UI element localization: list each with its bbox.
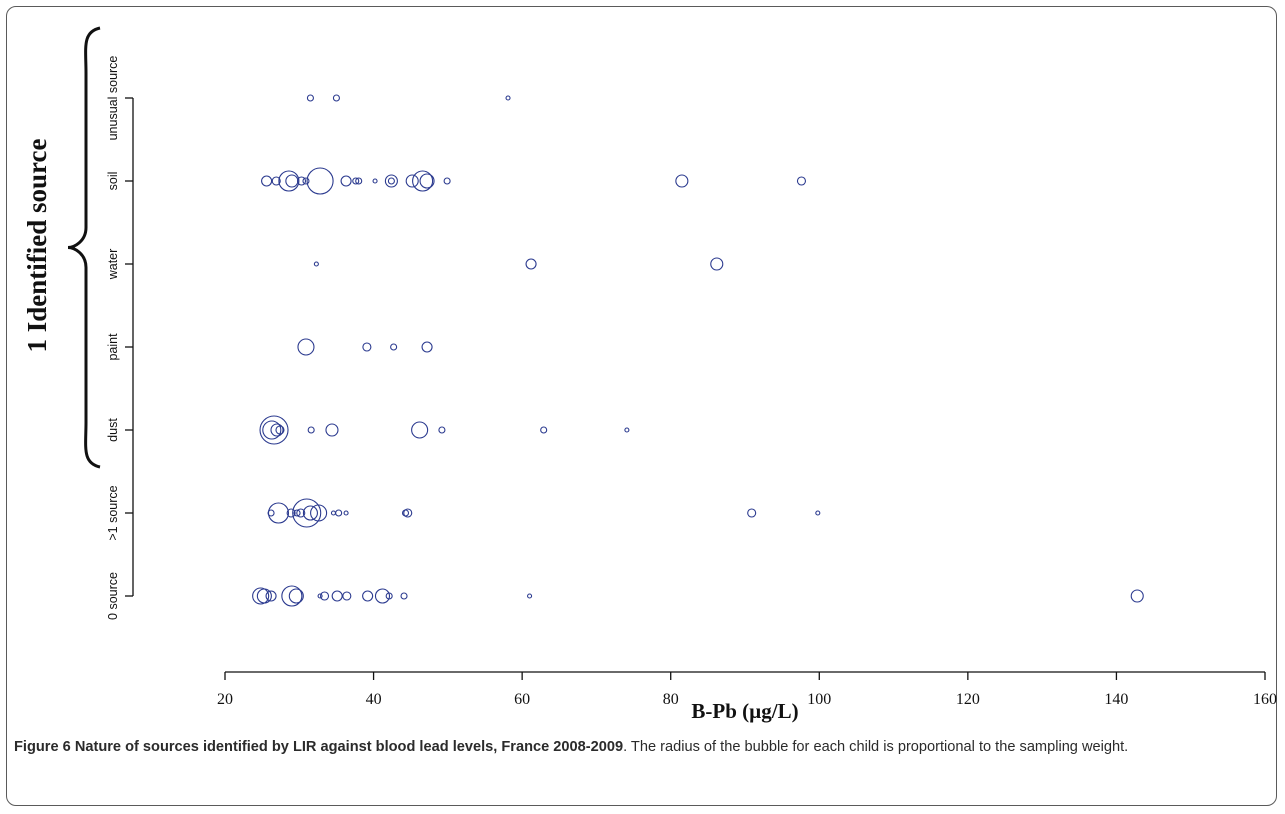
bubble-0-source (265, 590, 277, 602)
figure-caption-title: Figure 6 Nature of sources identified by… (14, 739, 624, 755)
bubble-paint (390, 343, 398, 351)
x-tick-label-80: 80 (663, 691, 679, 708)
bubble-gt1-source (343, 510, 349, 516)
bubble-gt1-source (293, 509, 301, 517)
bubble-soil (796, 176, 807, 186)
bubble-soil (384, 174, 398, 188)
bubble-soil (675, 174, 689, 188)
bubble-gt1-source (296, 508, 306, 518)
x-tick-label-160: 160 (1253, 691, 1277, 708)
bubble-dust (624, 427, 630, 433)
bubble-unusual-source (505, 95, 511, 101)
bubble-gt1-source (335, 509, 343, 517)
bubble-chart: 1 Identified source 0 source >1 source dus… (22, 26, 1277, 723)
bubble-0-source (1130, 589, 1144, 603)
bubble-gt1-source (286, 508, 296, 518)
curly-brace (67, 26, 101, 469)
identified-source-bracket: 1 Identified source (22, 26, 101, 469)
bubble-soil (443, 177, 451, 185)
bubble-gt1-source (292, 498, 322, 528)
x-axis-label: B-Pb (µg/L) (691, 699, 798, 723)
bubble-0-source (362, 590, 374, 602)
bubble-soil (412, 170, 434, 192)
bubble-soil (285, 174, 299, 188)
bubble-gt1-source (310, 504, 328, 522)
figure-frame (6, 6, 1277, 806)
bubble-dust (438, 426, 446, 434)
bubble-0-source (256, 588, 272, 604)
bubble-dust (540, 426, 548, 434)
bubble-dust (275, 425, 285, 435)
x-tick-label-40: 40 (366, 691, 382, 708)
bubble-gt1-source (330, 510, 337, 516)
bubble-soil (419, 173, 435, 189)
bubble-soil (372, 178, 378, 184)
bubble-0-source (252, 587, 270, 605)
bubble-soil (387, 177, 395, 185)
bubble-soil (306, 167, 334, 195)
bubble-gt1-source (267, 502, 290, 524)
bubble-0-source (288, 588, 304, 604)
y-tick-label-unusual-source: unusual source (106, 56, 120, 141)
y-tick-label-water: water (106, 249, 120, 281)
bubble-soil (296, 176, 307, 186)
bubble-soil (340, 175, 352, 187)
bubble-layer (252, 94, 1144, 607)
bubble-soil (302, 177, 310, 185)
bubble-0-source (319, 591, 330, 601)
y-tick-label-0-source: 0 source (106, 572, 120, 620)
y-tick-label-dust: dust (106, 418, 120, 442)
y-tick-label-gt1-source: >1 source (106, 485, 120, 540)
bubble-soil (278, 170, 300, 192)
bubble-soil (355, 177, 363, 185)
y-tick-label-soil: soil (106, 172, 120, 191)
x-tick-label-100: 100 (807, 691, 831, 708)
bubble-dust (270, 423, 284, 437)
x-axis: 20 40 60 80 100 120 140 160 (217, 671, 1277, 708)
bubble-dust (262, 420, 282, 440)
figure-caption: Figure 6 Nature of sources identified by… (14, 737, 1272, 758)
bubble-paint (297, 338, 315, 356)
bubble-dust (325, 423, 339, 437)
bubble-gt1-source (403, 508, 413, 518)
y-tick-label-paint: paint (106, 333, 120, 361)
bubble-gt1-source (302, 505, 318, 521)
bubble-0-source (342, 591, 352, 601)
bubble-0-source (281, 585, 303, 607)
bubble-paint (421, 341, 433, 353)
bracket-label: 1 Identified source (22, 138, 52, 352)
bubble-dust (411, 421, 429, 439)
x-tick-label-140: 140 (1104, 691, 1128, 708)
bubble-gt1-source (747, 508, 757, 518)
bubble-soil (352, 177, 360, 185)
bubble-0-source (331, 590, 343, 602)
y-axis: 0 source >1 source dust paint water soil unusu… (106, 56, 134, 620)
figure-caption-text: . The radius of the bubble for each chil… (623, 739, 1129, 755)
x-tick-label-60: 60 (514, 691, 530, 708)
bubble-soil (271, 176, 281, 186)
bubble-water (525, 258, 537, 270)
bubble-gt1-source (815, 510, 821, 516)
bubble-0-source (400, 592, 408, 600)
bubble-dust (307, 426, 315, 434)
bubble-unusual-source (306, 94, 314, 102)
bubble-water (710, 257, 724, 271)
bubble-soil (405, 174, 419, 188)
bubble-unusual-source (332, 94, 340, 102)
bubble-dust (259, 415, 289, 445)
bubble-0-source (374, 588, 391, 604)
bubble-water (313, 261, 319, 267)
bubble-0-source (527, 593, 533, 599)
bubble-0-source (317, 593, 323, 599)
x-tick-label-120: 120 (956, 691, 980, 708)
bubble-soil (261, 175, 273, 187)
bubble-0-source (385, 592, 393, 600)
bubble-paint (362, 342, 372, 352)
x-tick-label-20: 20 (217, 691, 233, 708)
